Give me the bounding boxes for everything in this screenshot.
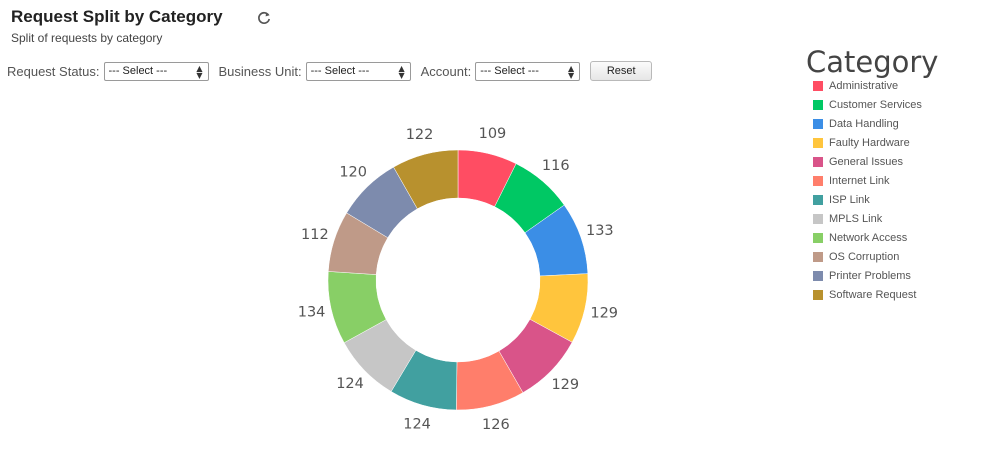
legend-label: Software Request [829,288,917,301]
data-label-isp-link: 124 [403,416,431,432]
data-label-faulty-hardware: 129 [590,306,618,322]
legend-item-isp-link[interactable]: ISP Link [813,190,938,209]
legend-label: General Issues [829,155,903,168]
legend-swatch [813,118,823,129]
data-label-printer-problems: 120 [339,165,367,181]
legend-swatch [813,99,823,110]
legend-swatch [813,137,823,148]
legend-item-network-access[interactable]: Network Access [813,228,938,247]
legend-item-internet-link[interactable]: Internet Link [813,171,938,190]
request-status-value: --- Select --- [108,64,168,77]
legend-swatch [813,251,823,262]
request-status-select[interactable]: --- Select --- ▲ ▼ [103,61,209,81]
chart-title: Request Split by Category [11,7,223,26]
chart-legend: Category Administrative Customer Services… [806,46,938,304]
chart-subtitle: Split of requests by category [11,31,163,45]
legend-swatch [813,289,823,300]
legend-title: Category [806,45,939,79]
legend-item-faulty-hardware[interactable]: Faulty Hardware [813,133,938,152]
legend-label: Network Access [829,231,908,244]
legend-item-administrative[interactable]: Administrative [813,76,938,95]
legend-swatch [813,270,823,281]
data-label-mpls-link: 124 [336,376,364,392]
data-label-general-issues: 129 [551,377,579,393]
legend-label: ISP Link [829,193,870,206]
legend-swatch [813,213,823,224]
legend-swatch [813,80,823,91]
legend-swatch [813,175,823,186]
legend-item-mpls-link[interactable]: MPLS Link [813,209,938,228]
legend-label: Faulty Hardware [829,136,910,149]
updown-arrow-icon: ▲ ▼ [196,63,203,80]
donut-slice-software-request[interactable] [393,149,459,210]
legend-swatch [813,156,823,167]
data-label-os-corruption: 112 [301,227,329,243]
legend-label: Internet Link [829,174,890,187]
legend-item-os-corruption[interactable]: OS Corruption [813,247,938,266]
account-value: --- Select --- [480,64,539,77]
legend-label: Data Handling [829,117,899,130]
reset-button[interactable]: Reset [590,61,653,81]
legend-item-general-issues[interactable]: General Issues [813,152,938,171]
business-unit-label: Business Unit: [218,63,302,79]
business-unit-select[interactable]: --- Select --- ▲ ▼ [305,61,411,81]
updown-arrow-icon: ▲ ▼ [568,63,575,80]
account-select[interactable]: --- Select --- ▲ ▼ [475,61,581,81]
account-label: Account: [420,63,472,79]
legend-items: Administrative Customer Services Data Hand… [813,76,938,304]
chart-header: Request Split by Category [11,7,223,27]
filter-bar: Request Status: --- Select --- ▲ ▼ Busine… [7,60,653,82]
data-label-network-access: 134 [298,305,326,321]
legend-label: Customer Services [829,98,922,111]
legend-swatch [813,232,823,243]
legend-item-data-handling[interactable]: Data Handling [813,114,938,133]
legend-label: OS Corruption [829,250,900,263]
legend-label: MPLS Link [829,212,883,225]
business-unit-value: --- Select --- [310,64,370,77]
legend-swatch [813,194,823,205]
data-label-administrative: 109 [479,126,507,142]
legend-label: Administrative [829,79,899,92]
legend-item-customer-services[interactable]: Customer Services [813,95,938,114]
data-label-data-handling: 133 [586,223,614,239]
data-label-customer-services: 116 [542,158,570,174]
data-label-software-request: 122 [406,127,434,143]
legend-item-printer-problems[interactable]: Printer Problems [813,266,938,285]
legend-item-software-request[interactable]: Software Request [813,285,938,304]
request-status-label: Request Status: [7,63,100,79]
updown-arrow-icon: ▲ ▼ [398,63,405,80]
refresh-icon[interactable] [256,10,272,26]
data-label-internet-link: 126 [482,417,510,433]
legend-label: Printer Problems [829,269,911,282]
